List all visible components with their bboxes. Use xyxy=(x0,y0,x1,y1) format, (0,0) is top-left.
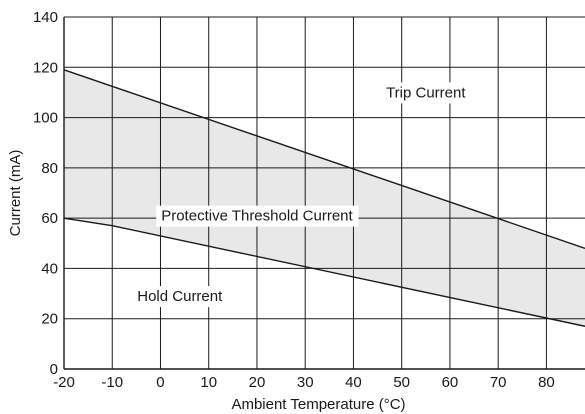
annotation-label: Hold Current xyxy=(137,288,223,305)
x-axis-title: Ambient Temperature (°C) xyxy=(231,396,405,413)
x-tick-label: 40 xyxy=(345,374,362,391)
frame-layer xyxy=(63,17,585,370)
x-tick-label: 10 xyxy=(200,374,217,391)
x-tick-label: 60 xyxy=(442,374,459,391)
annotation-background xyxy=(156,205,359,227)
x-tick-label: 0 xyxy=(156,374,164,391)
y-tick-label: 100 xyxy=(33,110,58,127)
y-tick-label: 0 xyxy=(50,361,58,378)
annotation-background xyxy=(132,286,229,308)
series-layer xyxy=(63,69,585,327)
x-tick-label: 30 xyxy=(297,374,314,391)
y-tick-label: 120 xyxy=(33,59,58,76)
x-tick-label: -10 xyxy=(101,374,123,391)
protective-threshold-band xyxy=(64,69,585,327)
y-tick-label: 40 xyxy=(41,260,58,277)
series-line-trip-current xyxy=(63,69,585,249)
annotation-layer: Trip Current Protective Threshold Current… xyxy=(132,82,472,308)
y-tick-label: 60 xyxy=(41,210,58,227)
annotation-background xyxy=(381,82,472,104)
annotation-hold-current: Hold Current xyxy=(132,286,229,308)
annotation-protective-threshold-current: Protective Threshold Current xyxy=(156,205,359,227)
tick-layer: -20 -10 0 10 20 30 40 50 60 70 80 0 20 40 60 80 100 120 14… xyxy=(33,9,555,391)
x-tick-label: 80 xyxy=(538,374,555,391)
y-axis-title: Current (mA) xyxy=(7,150,24,237)
x-tick-label: 50 xyxy=(393,374,410,391)
y-tick-label: 140 xyxy=(33,9,58,26)
y-tick-label: 80 xyxy=(41,160,58,177)
annotation-label: Protective Threshold Current xyxy=(161,208,353,225)
x-tick-label: 70 xyxy=(490,374,507,391)
y-tick-label: 20 xyxy=(41,311,58,328)
x-tick-label: -20 xyxy=(53,374,75,391)
annotation-trip-current: Trip Current xyxy=(381,82,472,104)
x-tick-label: 20 xyxy=(249,374,266,391)
fill-layer xyxy=(64,69,585,327)
series-line-hold-current xyxy=(63,217,585,327)
annotation-label: Trip Current xyxy=(386,84,466,101)
